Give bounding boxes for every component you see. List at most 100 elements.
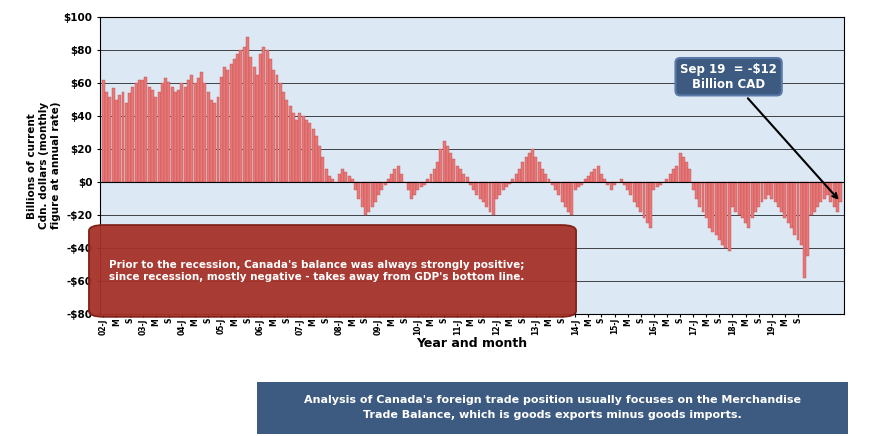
- Bar: [348, 176, 350, 182]
- Bar: [413, 182, 415, 195]
- Bar: [387, 179, 389, 182]
- Bar: [216, 96, 219, 182]
- Bar: [730, 182, 733, 207]
- Bar: [170, 87, 174, 182]
- Bar: [196, 78, 200, 182]
- Bar: [587, 176, 589, 182]
- Bar: [812, 182, 815, 212]
- Bar: [711, 182, 713, 232]
- Bar: [209, 100, 213, 182]
- Bar: [203, 83, 206, 182]
- Bar: [374, 182, 376, 202]
- Bar: [285, 100, 288, 182]
- Bar: [429, 174, 432, 182]
- Bar: [361, 182, 363, 207]
- Bar: [726, 182, 730, 251]
- Bar: [426, 179, 428, 182]
- Bar: [698, 182, 700, 207]
- Bar: [573, 182, 576, 191]
- Bar: [442, 141, 445, 182]
- Bar: [776, 182, 779, 207]
- Bar: [626, 182, 628, 191]
- Bar: [593, 169, 595, 182]
- Bar: [278, 83, 282, 182]
- Bar: [828, 182, 832, 202]
- Bar: [376, 182, 380, 195]
- Bar: [275, 75, 278, 182]
- Bar: [799, 182, 802, 245]
- Bar: [819, 182, 821, 202]
- Bar: [124, 103, 128, 182]
- Bar: [707, 182, 710, 228]
- Bar: [576, 182, 580, 187]
- FancyBboxPatch shape: [89, 225, 575, 317]
- Bar: [700, 182, 704, 212]
- Bar: [583, 179, 586, 182]
- Bar: [550, 182, 553, 185]
- Bar: [298, 113, 301, 182]
- Bar: [337, 174, 341, 182]
- Bar: [357, 182, 360, 199]
- Bar: [289, 106, 291, 182]
- Bar: [282, 92, 285, 182]
- Bar: [161, 83, 163, 182]
- Bar: [622, 182, 625, 185]
- Bar: [367, 182, 370, 212]
- Bar: [148, 87, 150, 182]
- Bar: [292, 113, 295, 182]
- Bar: [144, 77, 147, 182]
- Bar: [226, 70, 229, 182]
- Bar: [665, 179, 667, 182]
- Bar: [135, 83, 137, 182]
- Bar: [491, 182, 494, 215]
- Bar: [118, 95, 121, 182]
- Bar: [648, 182, 651, 228]
- Bar: [229, 64, 232, 182]
- Bar: [468, 182, 471, 185]
- Bar: [537, 162, 540, 182]
- Bar: [180, 83, 183, 182]
- Bar: [272, 70, 275, 182]
- Bar: [354, 182, 356, 191]
- Bar: [363, 182, 367, 215]
- Bar: [793, 182, 795, 235]
- Text: Sep 19  = -$12
Billion CAD: Sep 19 = -$12 Billion CAD: [680, 63, 836, 198]
- Bar: [315, 136, 317, 182]
- Bar: [517, 169, 521, 182]
- Bar: [246, 37, 249, 182]
- Bar: [652, 182, 654, 191]
- Bar: [400, 174, 402, 182]
- Bar: [350, 179, 354, 182]
- Bar: [111, 88, 115, 182]
- Bar: [465, 177, 468, 182]
- Y-axis label: Billions of current
Cdn. dollars (monthly
figure at annual rate): Billions of current Cdn. dollars (monthl…: [28, 102, 61, 229]
- Bar: [459, 169, 461, 182]
- Bar: [639, 182, 641, 212]
- Bar: [786, 182, 789, 223]
- Bar: [252, 67, 255, 182]
- Bar: [769, 182, 773, 199]
- Bar: [733, 182, 736, 212]
- Text: Analysis of Canada's foreign trade position usually focuses on the Merchandise
T: Analysis of Canada's foreign trade posit…: [303, 395, 800, 420]
- Bar: [809, 182, 812, 215]
- Bar: [200, 72, 202, 182]
- Bar: [671, 169, 674, 182]
- Bar: [478, 182, 481, 199]
- Bar: [131, 87, 134, 182]
- Bar: [207, 92, 209, 182]
- Bar: [259, 54, 262, 182]
- Bar: [632, 182, 635, 202]
- Bar: [514, 174, 517, 182]
- Bar: [541, 169, 543, 182]
- Bar: [619, 179, 622, 182]
- Bar: [825, 182, 828, 195]
- Bar: [600, 174, 602, 182]
- Bar: [815, 182, 819, 207]
- Bar: [448, 153, 452, 182]
- Bar: [511, 179, 514, 182]
- Bar: [570, 182, 573, 215]
- Bar: [724, 182, 726, 248]
- Bar: [802, 182, 805, 278]
- Bar: [409, 182, 413, 199]
- Bar: [255, 75, 258, 182]
